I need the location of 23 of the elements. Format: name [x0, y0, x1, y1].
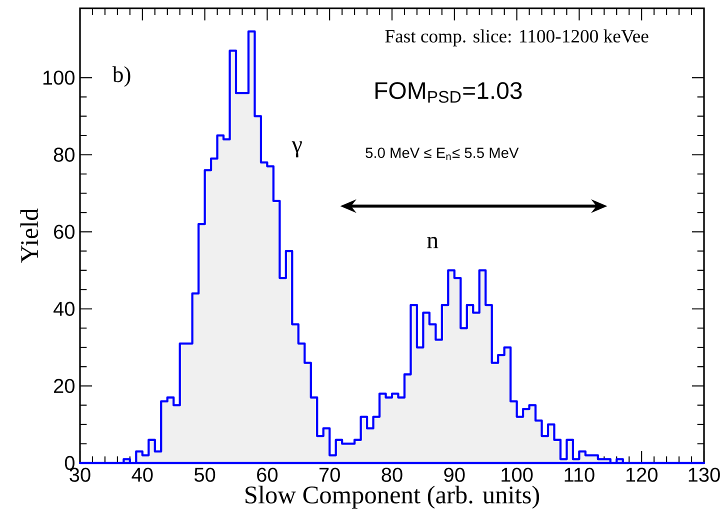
x-tick-label: 120: [626, 468, 658, 482]
x-tick-label: 70: [320, 468, 340, 482]
annotation: FOM$_{PSD}$=1.03: [376, 82, 522, 103]
annotation: 5.0 MeV ≤ E$_{n}$≤ 5.5 MeV: [366, 148, 519, 160]
x-tick-label: 40: [132, 468, 153, 482]
y-tick-label: 80: [54, 148, 74, 162]
annotation: b): [112, 66, 130, 87]
x-tick-label: 90: [444, 468, 465, 482]
x-tick-label: 130: [688, 468, 720, 482]
x-tick-label: 100: [502, 468, 533, 482]
x-tick-label: 80: [382, 468, 402, 482]
x-tick-label: 60: [257, 468, 278, 482]
y-tick-label: 40: [54, 302, 74, 316]
y-axis-title: Yield: [20, 208, 38, 263]
x-tick-label: 110: [564, 468, 594, 482]
x-axis-title: Slow Component (arb. units): [246, 486, 540, 509]
y-tick-label: 60: [54, 224, 74, 239]
annotation: n: [427, 236, 438, 248]
annotation: γ: [292, 141, 302, 158]
y-tick-label: 100: [43, 70, 74, 85]
x-tick-label: 50: [194, 468, 216, 482]
y-tick-label: 20: [54, 378, 74, 394]
annotation: Fast comp. slice: 1100-1200 keVee: [385, 29, 648, 46]
